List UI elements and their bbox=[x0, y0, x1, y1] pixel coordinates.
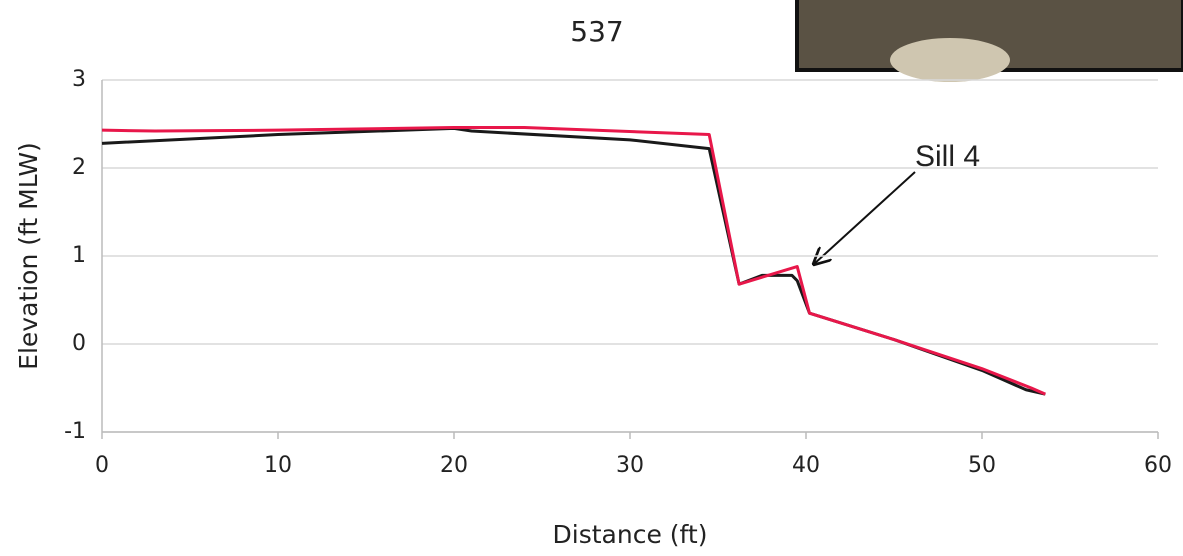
y-tick-label: 3 bbox=[72, 67, 86, 92]
chart-title: 537 bbox=[570, 15, 623, 48]
y-tick-label: 1 bbox=[72, 243, 86, 268]
x-tick-label: 30 bbox=[616, 453, 644, 478]
y-tick-label: 2 bbox=[72, 155, 86, 180]
x-tick-label: 10 bbox=[264, 453, 292, 478]
y-tick-label: 0 bbox=[72, 331, 86, 356]
x-axis-label: Distance (ft) bbox=[553, 520, 708, 549]
x-tick-label: 40 bbox=[792, 453, 820, 478]
series-line bbox=[101, 126, 1046, 396]
y-axis-label: Elevation (ft MLW) bbox=[14, 142, 43, 370]
annotation-arrow bbox=[814, 171, 916, 264]
photo-detail bbox=[890, 38, 1010, 82]
x-tick-label: 20 bbox=[440, 453, 468, 478]
x-tick-label: 50 bbox=[968, 453, 996, 478]
x-tick-label: 60 bbox=[1144, 453, 1172, 478]
y-tick-label: -1 bbox=[64, 419, 86, 444]
x-tick-label: 0 bbox=[95, 453, 109, 478]
